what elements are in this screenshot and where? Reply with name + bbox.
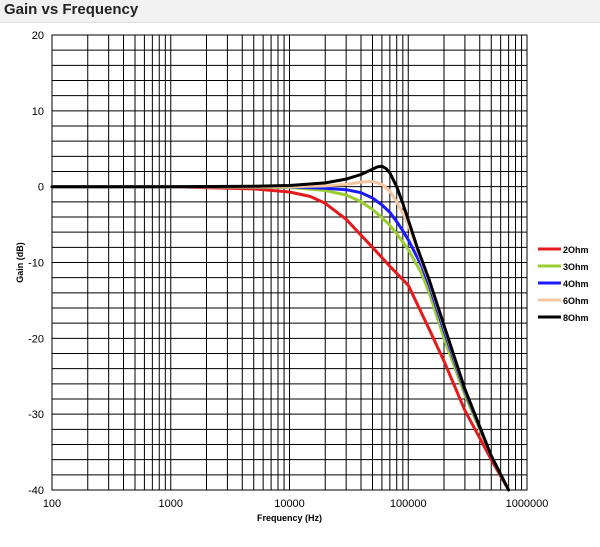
y-tick-label: 10 <box>32 106 44 118</box>
x-tick-label: 1000000 <box>506 498 549 510</box>
series-line-2ohm <box>50 185 511 492</box>
legend-label: 8Ohm <box>563 313 589 323</box>
y-tick-label: 0 <box>38 182 44 194</box>
y-axis-title: Gain (dB) <box>15 242 25 283</box>
y-tick-label: -30 <box>28 409 44 421</box>
legend-label: 2Ohm <box>563 245 589 255</box>
legend-label: 6Ohm <box>563 296 589 306</box>
series-line-3ohm <box>50 185 511 492</box>
legend-label: 4Ohm <box>563 279 589 289</box>
series-line-8ohm <box>50 164 511 492</box>
legend-label: 3Ohm <box>563 262 589 272</box>
plot-frame <box>51 34 528 491</box>
y-tick-label: 20 <box>32 30 44 42</box>
x-tick-label: 100000 <box>390 498 427 510</box>
chart-title: Gain vs Frequency <box>4 1 139 18</box>
x-tick-label: 10000 <box>274 498 305 510</box>
y-tick-label: -40 <box>28 485 44 497</box>
x-axis-title: Frequency (Hz) <box>257 513 322 523</box>
y-tick-label: -10 <box>28 258 44 270</box>
chart-header: Gain vs Frequency <box>0 0 600 23</box>
x-tick-label: 100 <box>43 498 61 510</box>
x-tick-label: 1000 <box>159 498 183 510</box>
y-tick-label: -20 <box>28 333 44 345</box>
